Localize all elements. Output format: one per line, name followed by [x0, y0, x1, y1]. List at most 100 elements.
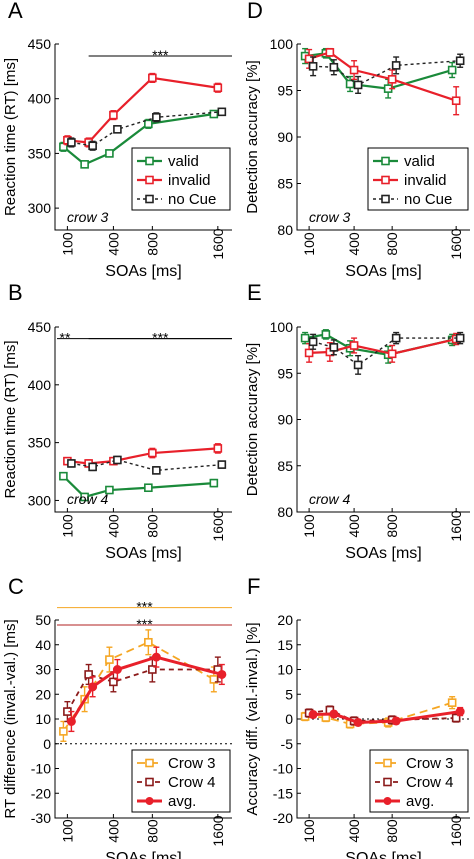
axis-lines [54, 327, 232, 513]
y-tick-label: 40 [35, 637, 51, 653]
legend-label: valid [404, 153, 435, 170]
x-tick-label: 100 [59, 232, 75, 256]
x-tick-label: 800 [384, 232, 400, 256]
y-tick-label: -20 [273, 810, 293, 826]
legend-marker [145, 777, 154, 787]
chart-panel-a: A 300 350 400 450 100 400 800 1600 Reaction time … [2, 0, 232, 280]
series-no-cue [308, 331, 465, 375]
legend: valid invalid no Cue [131, 147, 231, 211]
y-tick-label: 95 [277, 83, 293, 99]
data-point [451, 96, 461, 106]
y-tick-label: 10 [35, 711, 51, 727]
significance-label: ** [60, 330, 71, 346]
panel-letter: F [247, 574, 260, 599]
y-tick-label: 100 [270, 36, 294, 52]
legend-marker [381, 156, 390, 166]
data-point [455, 56, 465, 66]
data-point [447, 698, 457, 707]
legend-marker [383, 758, 392, 768]
data-point [59, 727, 68, 736]
data-point [329, 343, 339, 352]
y-tick-label: 450 [28, 36, 52, 52]
x-tick-label: 400 [105, 819, 121, 843]
x-axis-label: SOAs [ms] [345, 850, 421, 859]
y-axis-label: Reaction time (RT) [ms] [2, 58, 19, 216]
legend-marker [145, 156, 154, 166]
data-point [391, 61, 401, 70]
series-line [71, 459, 222, 472]
x-axis-label: SOAs [ms] [105, 263, 181, 280]
y-tick-label: -20 [31, 785, 51, 801]
x-tick-label: 1600 [448, 228, 464, 259]
data-point [353, 360, 363, 370]
series-invalid [63, 72, 223, 148]
legend-label: Crow 4 [406, 774, 454, 791]
x-tick-label: 100 [301, 819, 317, 843]
y-tick-label: 30 [35, 662, 51, 678]
series-invalid [304, 47, 461, 116]
legend-marker [145, 175, 154, 185]
data-point [308, 62, 318, 71]
x-tick-label: 1600 [210, 510, 226, 541]
series-valid [300, 47, 457, 99]
y-tick-label: 90 [277, 129, 293, 145]
legend-label: avg. [406, 793, 434, 810]
legend-label: avg. [168, 793, 196, 810]
legend-label: Crow 4 [168, 774, 216, 791]
data-point [80, 160, 89, 169]
significance-label: *** [136, 616, 153, 632]
series-line [67, 76, 219, 144]
data-point [67, 459, 76, 468]
data-point [105, 485, 114, 495]
data-point [451, 713, 461, 723]
x-tick-label: 100 [301, 232, 317, 256]
legend-marker [145, 758, 154, 768]
y-tick-label: 90 [277, 412, 293, 428]
series-line [71, 111, 222, 147]
data-point [349, 341, 359, 350]
legend-label: invalid [404, 172, 447, 189]
legend-marker [381, 175, 390, 185]
legend-marker [145, 194, 154, 204]
legend-marker [145, 797, 154, 805]
y-tick-label: 300 [28, 492, 52, 508]
series-no-cue [67, 455, 227, 475]
legend: Crow 3 Crow 4 avg. [131, 749, 231, 813]
series-crow-3 [59, 629, 219, 742]
significance-label: *** [152, 330, 169, 346]
series-no-cue [308, 53, 465, 94]
data-point [455, 333, 465, 343]
y-axis-label: RT difference (inval.-val.) [ms] [2, 619, 19, 818]
y-tick-label: 80 [277, 222, 293, 238]
data-point [66, 716, 76, 726]
data-point [59, 471, 68, 481]
significance-label: *** [152, 47, 169, 63]
y-tick-label: -10 [31, 761, 51, 777]
data-point [213, 83, 223, 93]
data-point [300, 333, 310, 343]
data-point [105, 149, 114, 158]
data-point [148, 665, 157, 674]
data-point [148, 448, 157, 458]
data-point [88, 462, 97, 472]
significance-label: *** [136, 599, 153, 615]
x-tick-label: 1600 [210, 815, 226, 846]
legend-label: valid [168, 153, 199, 170]
x-tick-label: 100 [59, 514, 75, 538]
data-point [152, 466, 161, 475]
legend-marker [381, 194, 390, 204]
chart-panel-c: C -30 -20 -10 0 10 20 30 40 50 100 400 800 1600 RT dif… [2, 574, 232, 859]
series-valid [300, 329, 457, 364]
data-point [387, 349, 397, 359]
x-tick-label: 1600 [448, 815, 464, 846]
data-point [112, 665, 122, 674]
x-tick-label: 800 [384, 514, 400, 538]
series-avg [66, 646, 227, 733]
x-tick-label: 1600 [210, 228, 226, 259]
chart-panel-e: E 80 85 90 95 100 100 400 800 1600 Detection accur… [244, 280, 470, 562]
panel-letter: D [247, 0, 263, 23]
y-tick-label: 50 [35, 612, 51, 628]
y-tick-label: 10 [277, 662, 293, 678]
data-point [217, 107, 227, 117]
